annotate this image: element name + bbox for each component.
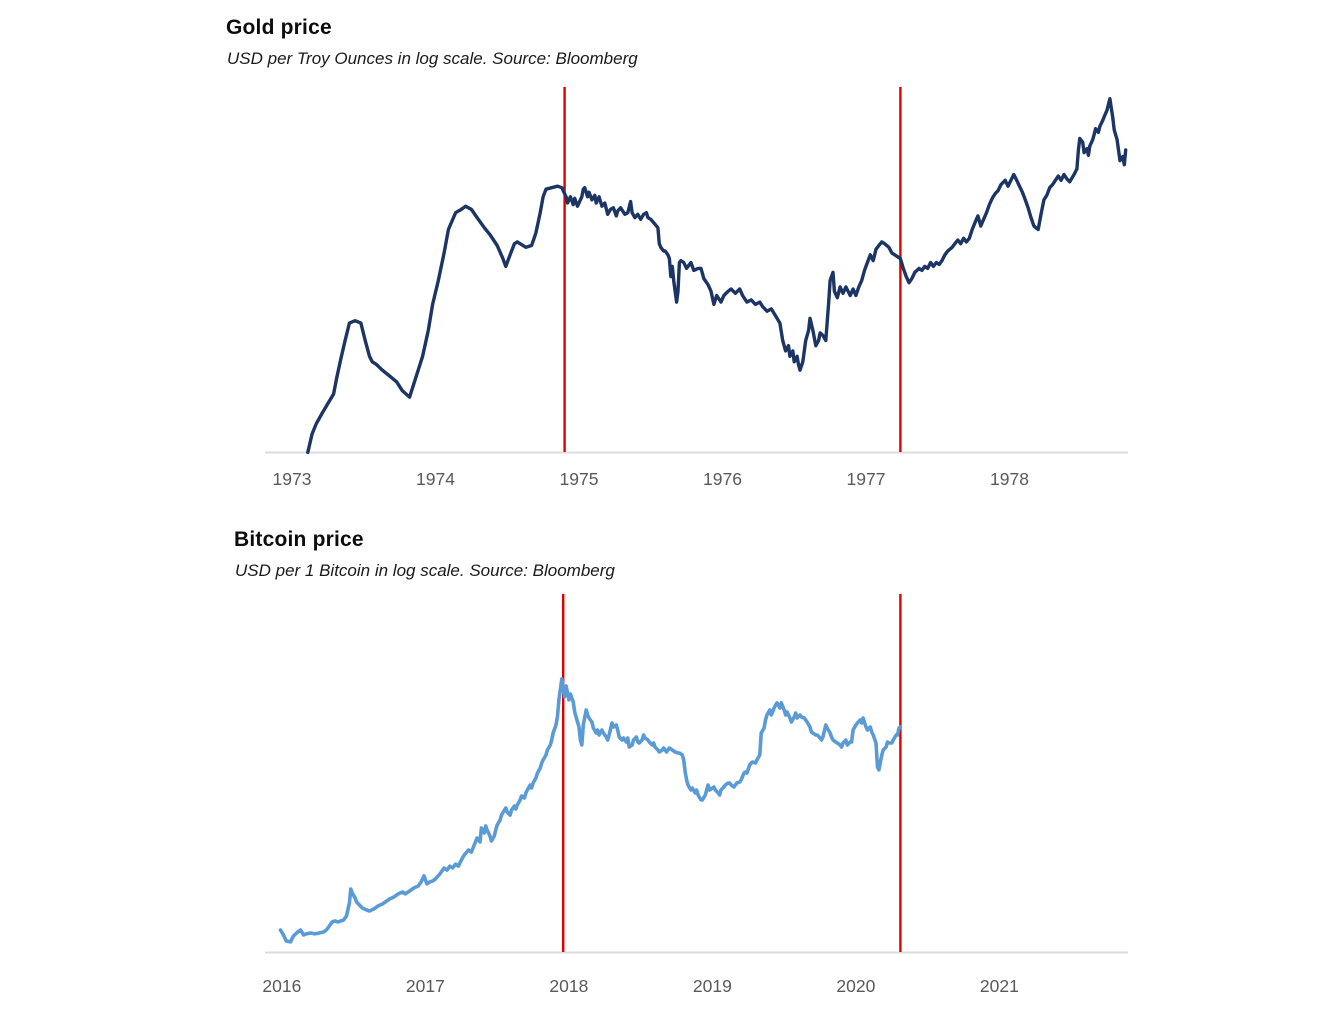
x-tick-label-2021: 2021 — [980, 976, 1019, 996]
bitcoin-chart-plot: 2016 2017 2018 2019 2020 2021 — [262, 594, 1128, 996]
x-tick-label-1975: 1975 — [560, 469, 599, 489]
x-tick-label-2016: 2016 — [262, 976, 301, 996]
x-tick-label-2020: 2020 — [836, 976, 875, 996]
x-tick-label-2017: 2017 — [406, 976, 445, 996]
x-tick-label-1976: 1976 — [703, 469, 742, 489]
x-tick-label-2019: 2019 — [693, 976, 732, 996]
bitcoin-chart-subtitle: USD per 1 Bitcoin in log scale. Source: … — [235, 561, 615, 580]
gold-price-line — [306, 97, 1128, 455]
x-tick-label-2018: 2018 — [549, 976, 588, 996]
gold-chart-title: Gold price — [226, 16, 332, 39]
x-tick-label-1974: 1974 — [416, 469, 455, 489]
gold-chart-plot: 1973 1974 1975 1976 1977 1978 — [265, 87, 1128, 489]
x-tick-label-1978: 1978 — [990, 469, 1029, 489]
gold-chart-subtitle: USD per Troy Ounces in log scale. Source… — [227, 49, 638, 68]
x-tick-label-1973: 1973 — [273, 469, 312, 489]
bitcoin-chart-title: Bitcoin price — [234, 528, 364, 551]
x-tick-label-1977: 1977 — [847, 469, 886, 489]
bitcoin-price-line — [278, 677, 903, 944]
